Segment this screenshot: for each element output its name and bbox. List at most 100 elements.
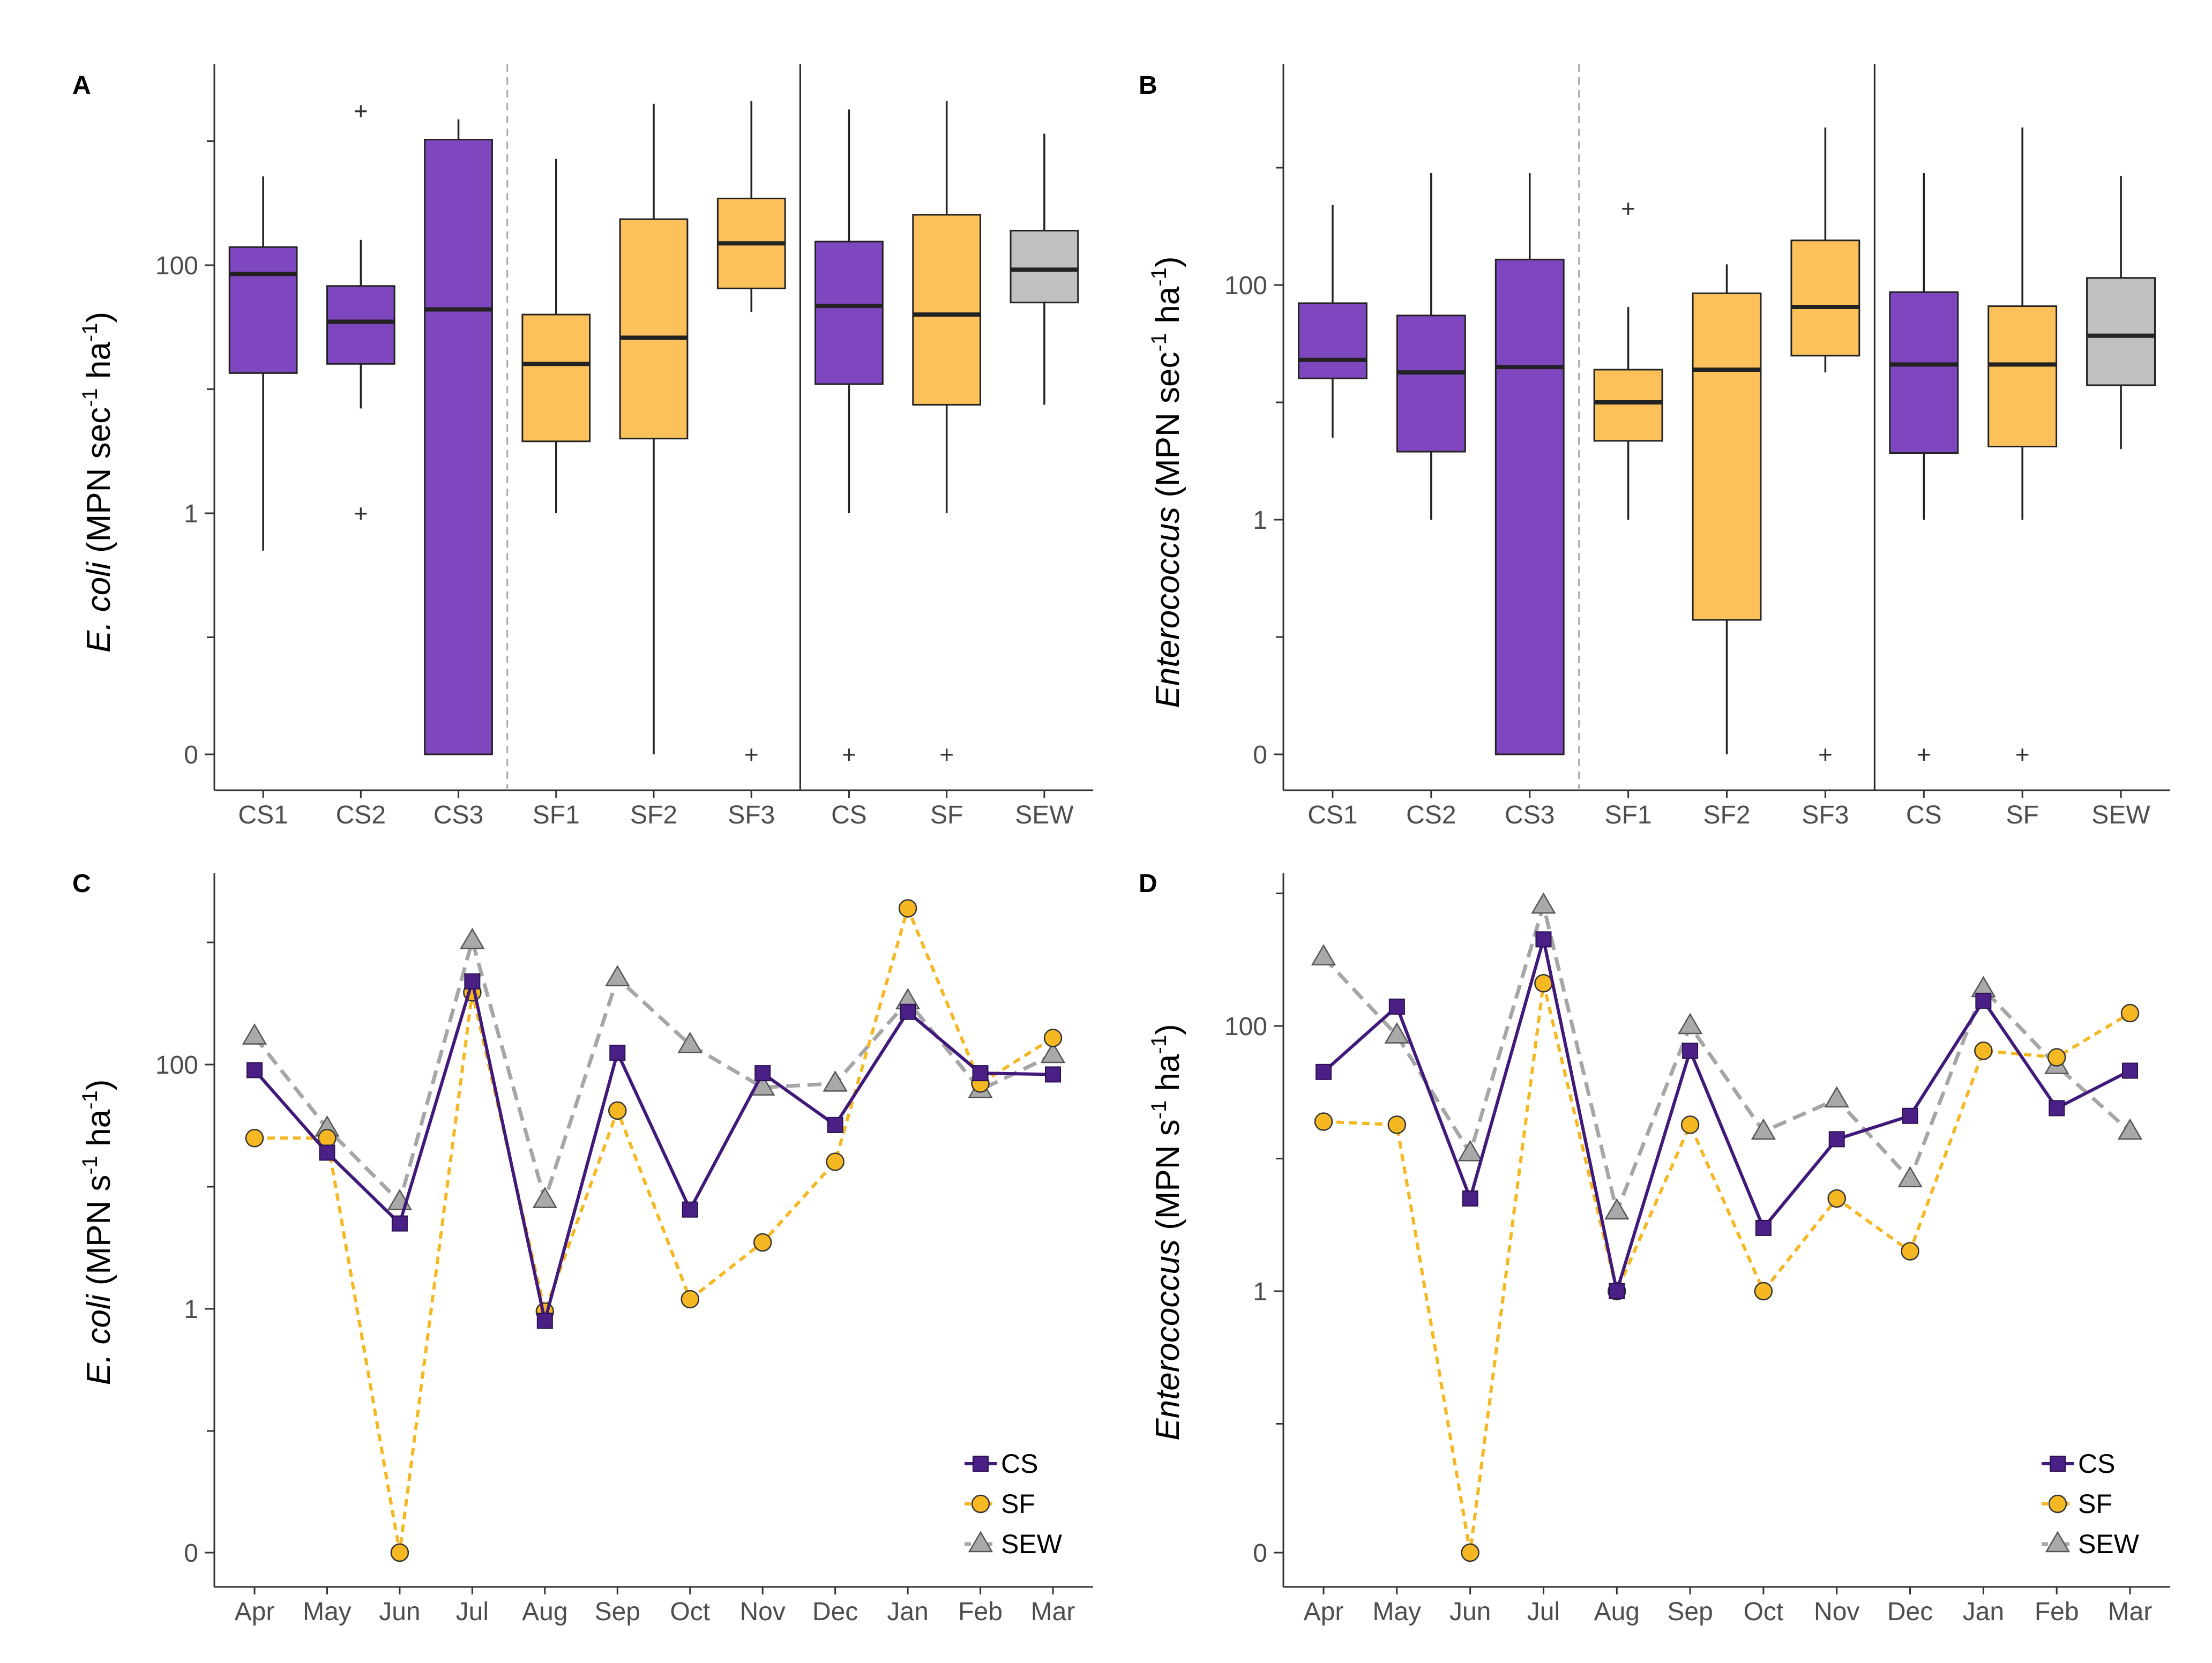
x-tick-label: Nov <box>740 1598 786 1626</box>
data-point <box>2049 1100 2065 1117</box>
box-body <box>1396 314 1466 453</box>
box-sew: SEW <box>1010 133 1079 829</box>
lines-c: Apr May Jun Jul Aug Sep Oct Nov Dec Jan Feb Mar CS SF… <box>235 899 1075 1626</box>
x-tick-label: SF1 <box>1605 801 1652 829</box>
data-point <box>608 1101 627 1120</box>
x-tick-label: Feb <box>958 1598 1003 1626</box>
data-point <box>1388 998 1405 1015</box>
x-tick-label: Sep <box>595 1598 640 1626</box>
x-tick-label: Nov <box>1814 1598 1859 1626</box>
data-point <box>1680 1115 1700 1134</box>
box-cs3: CS3 <box>1494 173 1565 829</box>
legend-marker <box>2050 1456 2066 1472</box>
y-tick-label: 1 <box>184 1295 198 1324</box>
legend-label: CS <box>2078 1449 2115 1479</box>
x-tick-label: Jan <box>887 1598 928 1626</box>
x-tick-label: SF1 <box>533 801 580 829</box>
lines-d: Apr May Jun Jul Aug Sep Oct Nov Dec Jan Feb Mar CS SF… <box>1304 892 2152 1626</box>
box-sf: + SF <box>912 101 982 829</box>
x-tick-label: SF2 <box>630 801 677 829</box>
box-cs: + CS <box>1889 173 1959 829</box>
x-tick-label: CS <box>831 801 867 829</box>
x-tick-label: Apr <box>235 1598 275 1626</box>
x-tick-label: Jan <box>1963 1598 2004 1626</box>
box-body <box>2086 277 2156 386</box>
box-sf3: + SF3 <box>716 101 786 829</box>
x-tick-label: CS3 <box>1505 801 1555 829</box>
box-body <box>228 246 298 374</box>
data-point <box>1901 1242 1919 1261</box>
series-sf <box>245 899 1063 1562</box>
panel-label: A <box>72 71 91 100</box>
x-tick-label: Aug <box>1594 1598 1640 1626</box>
box-cs1: CS1 <box>1298 205 1367 829</box>
legend-item-sf: SF <box>2042 1489 2112 1519</box>
x-tick-label: May <box>1372 1598 1421 1626</box>
data-point <box>460 927 485 949</box>
data-point <box>826 1152 845 1171</box>
y-tick-label: 100 <box>155 252 198 280</box>
box-body <box>1889 291 1959 454</box>
data-point <box>1827 1189 1846 1208</box>
data-point <box>390 1543 409 1562</box>
box-sf: + SF <box>1987 128 2058 829</box>
data-point <box>1897 1166 1923 1188</box>
data-point <box>682 1201 698 1218</box>
legend-marker <box>973 1456 989 1472</box>
outlier-marker: + <box>2015 740 2030 768</box>
data-point <box>1824 1086 1849 1108</box>
data-point <box>677 1031 703 1053</box>
x-tick-label: May <box>303 1598 352 1626</box>
data-point <box>1314 1112 1333 1131</box>
y-tick-label: 0 <box>1253 741 1267 769</box>
x-tick-label: SF2 <box>1703 801 1750 829</box>
legend: CS SF SEW <box>965 1449 1063 1559</box>
box-body <box>1987 305 2058 448</box>
box-body <box>521 313 591 443</box>
series-sew <box>1311 892 2143 1220</box>
box-cs2: + + CS2 <box>326 97 395 829</box>
box-cs: + CS <box>814 109 884 829</box>
data-point <box>536 1313 553 1329</box>
data-point <box>532 1187 557 1208</box>
data-point <box>1902 1107 1918 1124</box>
outlier-marker: + <box>744 740 759 768</box>
x-tick-label: Jul <box>456 1598 489 1626</box>
data-point <box>2047 1048 2066 1067</box>
outlier-marker: + <box>354 97 368 125</box>
box-body <box>1692 292 1762 621</box>
y-tick-label: 1 <box>184 500 198 528</box>
x-tick-label: SF <box>2006 801 2038 829</box>
outlier-marker: + <box>842 740 856 768</box>
legend-item-sew: SEW <box>2042 1529 2140 1559</box>
axes-c: 0 1 100 C E. coli (MPN s-1 ha-1) <box>72 870 1093 1588</box>
data-point <box>1311 944 1336 965</box>
data-point <box>1609 1283 1625 1299</box>
series-sew <box>242 927 1066 1210</box>
data-point <box>464 973 481 990</box>
x-tick-label: Aug <box>522 1598 567 1626</box>
x-tick-label: SEW <box>1015 801 1074 829</box>
box-body <box>619 218 689 440</box>
outlier-marker: + <box>1621 194 1635 222</box>
data-point <box>605 965 630 986</box>
box-body <box>1593 369 1663 442</box>
data-point <box>1043 1029 1063 1047</box>
box-sew: SEW <box>2086 176 2156 829</box>
x-tick-label: CS1 <box>1307 801 1357 829</box>
x-tick-label: Oct <box>670 1598 710 1626</box>
x-tick-label: Dec <box>1887 1598 1933 1626</box>
legend-label: CS <box>1001 1449 1038 1479</box>
outlier-marker: + <box>354 499 368 527</box>
series-line <box>1322 903 2132 1213</box>
data-point <box>1751 1118 1776 1140</box>
panel-label: C <box>72 870 91 898</box>
series-cs <box>246 973 1061 1329</box>
data-point <box>1462 1190 1478 1207</box>
data-point <box>1040 1042 1066 1063</box>
data-point <box>1384 1022 1409 1044</box>
y-tick-label: 0 <box>1253 1539 1267 1568</box>
series-line <box>1322 938 2131 1293</box>
legend-marker <box>968 1531 993 1553</box>
legend-item-sew: SEW <box>965 1529 1063 1559</box>
